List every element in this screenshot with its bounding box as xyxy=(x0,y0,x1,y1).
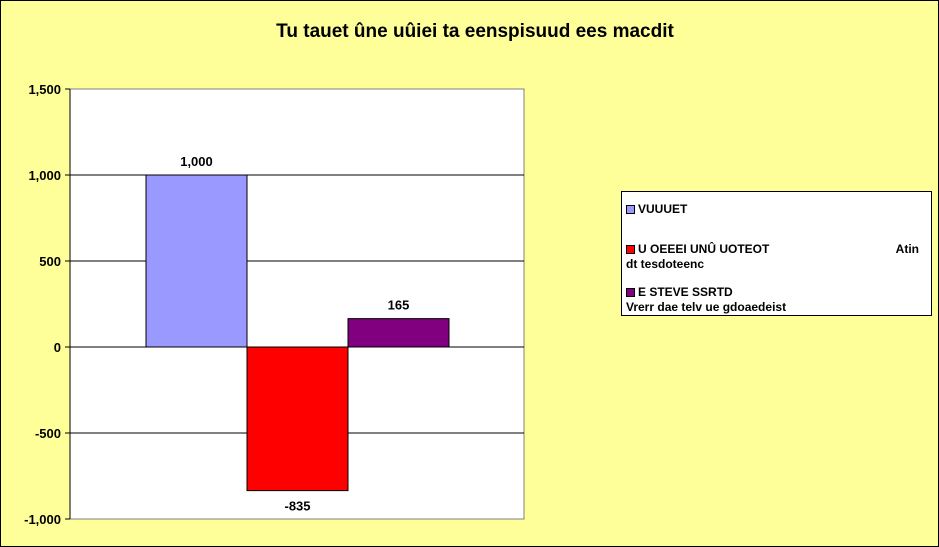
y-axis-ticks: 1,500 1,000 500 0 -500 -1,000 xyxy=(24,82,70,527)
legend-label-2-line2: dt tesdoteenc xyxy=(626,257,705,271)
data-label-1: 1,000 xyxy=(180,154,213,169)
legend-label-1: VUUUET xyxy=(638,202,688,216)
legend-swatch-3 xyxy=(626,288,635,297)
y-tick-label: 0 xyxy=(54,340,61,355)
legend-swatch-1 xyxy=(626,205,635,214)
legend-label-2: U OEEEI UNÛ UOTEOT xyxy=(638,242,770,256)
chart-title: Tu tauet ûne uûiei ta eenspisuud ees mac… xyxy=(276,21,674,42)
data-label-2: -835 xyxy=(284,499,310,514)
legend-label-3-line2: Vrerr dae telv ue gdoaedeist xyxy=(626,300,787,314)
y-tick-label: -1,000 xyxy=(24,512,61,527)
bars xyxy=(70,174,524,492)
legend-label-2-right: Atin xyxy=(895,242,919,256)
data-labels: 1,000 -835 165 xyxy=(180,154,409,514)
legend: VUUUET U OEEEI UNÛ UOTEOT Atin dt tesdot… xyxy=(621,191,932,316)
legend-label-3: E STEVE SSRTD xyxy=(638,285,733,299)
y-tick-label: 500 xyxy=(39,254,61,269)
data-label-3: 165 xyxy=(388,298,410,313)
y-tick-label: -500 xyxy=(35,426,61,441)
bar-3 xyxy=(347,318,450,348)
y-tick-label: 1,500 xyxy=(28,82,61,97)
bar-2 xyxy=(246,346,349,492)
y-tick-label: 1,000 xyxy=(28,168,61,183)
bar-1 xyxy=(145,174,248,348)
legend-swatch-2 xyxy=(626,245,635,254)
